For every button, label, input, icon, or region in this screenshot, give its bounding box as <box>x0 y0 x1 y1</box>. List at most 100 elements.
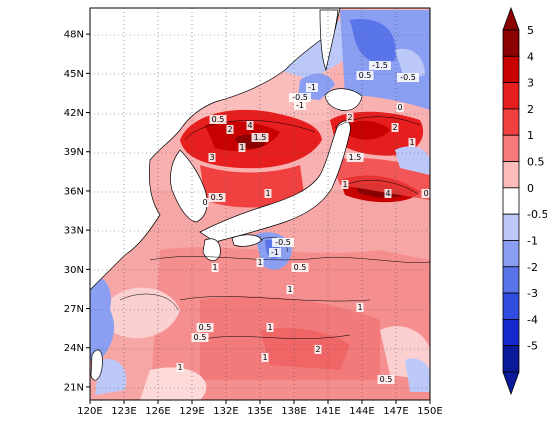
contour-label: 0.5 <box>194 333 207 342</box>
colorbar-swatch <box>502 134 520 162</box>
contour-label-bg <box>391 123 399 132</box>
contour-label: -1 <box>296 101 304 110</box>
lon-tick-label: 150E <box>417 406 442 417</box>
colorbar-swatch <box>502 240 520 268</box>
contour-label: -0.5 <box>292 93 308 102</box>
contour-label-bg <box>369 61 391 70</box>
contour-label-bg <box>397 73 419 82</box>
contour-label: 2 <box>347 113 352 122</box>
contour-label: 1 <box>267 323 272 332</box>
lon-tick-label: 126E <box>145 406 170 417</box>
contour-label-bg <box>251 133 269 142</box>
contour-label: 2 <box>227 125 232 134</box>
contour-label-bg <box>356 71 374 80</box>
contour-label-bg <box>396 103 404 112</box>
colorbar-swatch <box>502 55 520 84</box>
lat-tick-label: 48N <box>64 30 84 41</box>
colorbar-swatch <box>502 213 520 241</box>
contour-label: 0.5 <box>424 189 437 198</box>
colorbar-label: 5 <box>527 24 534 37</box>
contour-label-bg <box>238 143 246 152</box>
contour-label-bg <box>408 138 416 147</box>
lat-tick-label: 39N <box>64 147 84 158</box>
colorbar-label: 4 <box>527 50 534 63</box>
contour-label: 1 <box>265 189 270 198</box>
contour-label: 1 <box>287 285 292 294</box>
lat-tick-label: 21N <box>64 382 84 393</box>
contour-label-bg <box>289 93 311 102</box>
contour-label-bg <box>272 238 294 247</box>
lon-tick-label: 138E <box>281 406 306 417</box>
colorbar-label: -4 <box>527 313 538 326</box>
japan-hokkaido-land <box>324 88 363 111</box>
korea-peninsula-land <box>170 149 208 223</box>
contour-label: 0 <box>202 198 207 207</box>
contour-label-bg <box>314 345 322 354</box>
contour-label-bg <box>264 189 272 198</box>
lat-tick-label: 42N <box>64 108 84 119</box>
colorbar-swatch <box>502 345 520 373</box>
colorbar-label: -1 <box>527 234 538 247</box>
contour-label-bg <box>306 83 318 92</box>
contour-label: 1.5 <box>349 153 362 162</box>
contour-label: -0.5 <box>275 238 291 247</box>
colorbar-swatch <box>502 82 520 110</box>
colorbar-label: -0.5 <box>527 208 547 221</box>
colorbar-label: -3 <box>527 287 538 300</box>
contour-label-bg <box>269 248 281 257</box>
lon-tick-label: 132E <box>213 406 238 417</box>
colorbar-label: 1 <box>527 129 534 142</box>
contour-label: 1 <box>239 143 244 152</box>
contour-label-bg <box>421 189 430 198</box>
japan-shikoku-land <box>231 234 263 247</box>
latitude-axis: 21N 24N 27N 30N 33N 36N 39N 42N 45N 48N <box>64 30 90 393</box>
contour-label-bg <box>286 285 294 294</box>
contour-label: 0.5 <box>294 263 307 272</box>
colorbar-swatch <box>502 318 520 347</box>
colorbar: 5 4 3 2 1 0.5 0 -0.5 -1 -2 -3 -4 -5 <box>502 6 547 396</box>
contour-label: 3 <box>209 153 214 162</box>
contour-label: 1 <box>262 353 267 362</box>
contour-label-bg <box>256 258 264 267</box>
contour-label: 4 <box>385 189 390 198</box>
contour-label-bg <box>341 180 349 189</box>
contour-label: 0.5 <box>212 115 225 124</box>
colorbar-swatch <box>502 266 520 294</box>
lat-tick-label: 36N <box>64 186 84 197</box>
contour-label-bg <box>356 303 364 312</box>
lon-tick-label: 129E <box>179 406 204 417</box>
colorbar-min-arrow <box>502 371 520 396</box>
contour-label-bg <box>346 113 354 122</box>
contour-label: 2 <box>315 345 320 354</box>
contour-label: -1 <box>271 248 279 257</box>
contour-lines <box>119 116 430 341</box>
contour-label: 1.5 <box>254 133 267 142</box>
contour-label: -0.5 <box>400 73 416 82</box>
contour-label-bg <box>384 189 392 198</box>
colorbar-swatch <box>502 292 520 320</box>
contour-label-bg <box>208 193 226 202</box>
colorbar-label: -2 <box>527 261 538 274</box>
contour-label-bg <box>208 153 216 162</box>
contour-label-bg <box>266 323 274 332</box>
colorbar-swatch <box>502 161 520 189</box>
contour-label-bg <box>176 363 184 372</box>
sakhalin-land <box>319 9 339 72</box>
contour-label: -1.5 <box>372 61 388 70</box>
contour-label-bg <box>346 153 364 162</box>
contour-label-bg <box>211 263 219 272</box>
lat-tick-label: 45N <box>64 69 84 80</box>
contour-label: 1 <box>212 263 217 272</box>
contour-label-bg <box>209 115 227 124</box>
lon-tick-label: 120E <box>77 406 102 417</box>
contour-label: 1 <box>409 138 414 147</box>
lon-tick-label: 147E <box>383 406 408 417</box>
colorbar-swatch <box>502 187 520 215</box>
contour-label: 1 <box>257 258 262 267</box>
lat-tick-label: 24N <box>64 343 84 354</box>
contour-label: -1 <box>308 83 316 92</box>
taiwan-land <box>90 349 103 381</box>
